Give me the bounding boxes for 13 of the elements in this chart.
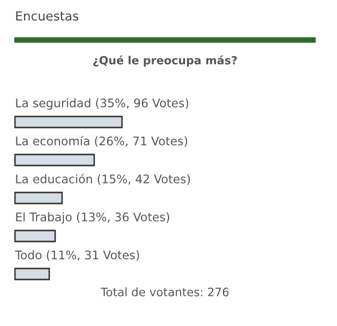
bar [14, 230, 56, 242]
bar [14, 154, 95, 166]
y-tick-label: La economía (26%, 71 Votes) [16, 136, 188, 147]
y-tick-label: Todo (11%, 31 Votes) [14, 250, 140, 261]
text: ¿Qué le preocupa más? [93, 55, 237, 67]
y-tick-label: La educación (15%, 42 Votes) [16, 174, 190, 185]
text: Total de votantes: 276 [100, 287, 229, 296]
y-tick-label: La seguridad (35%, 96 Votes) [16, 98, 188, 110]
y-tick-label: El Trabajo (13%, 36 Votes) [16, 212, 170, 224]
bar [14, 268, 50, 280]
chart-title: Encuestas [16, 11, 78, 21]
bar [14, 192, 63, 204]
bar [14, 116, 123, 128]
